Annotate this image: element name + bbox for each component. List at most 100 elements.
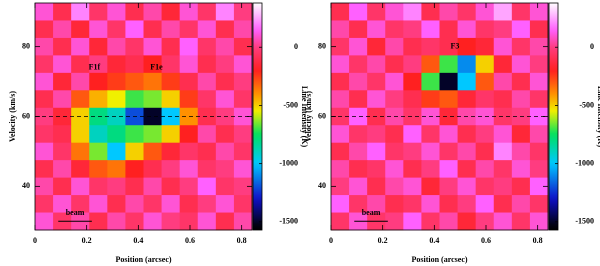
heatmap-cell	[403, 90, 421, 108]
heatmap-cell	[421, 178, 439, 196]
annotation: F3	[451, 41, 460, 50]
heatmap-cell	[440, 108, 458, 126]
heatmap-cell	[331, 143, 349, 161]
heatmap-cell	[107, 143, 125, 161]
heatmap-cell	[216, 3, 234, 21]
heatmap-cell	[180, 178, 198, 196]
heatmap-cell	[89, 125, 107, 143]
heatmap-cell	[53, 143, 71, 161]
heatmap-cell	[421, 143, 439, 161]
heatmap-cell	[458, 178, 476, 196]
heatmap-cell	[71, 143, 89, 161]
heatmap-cell	[71, 90, 89, 108]
heatmap-cell	[71, 55, 89, 73]
heatmap-cell	[512, 160, 530, 178]
heatmap-cell	[494, 55, 512, 73]
heatmap-cell	[440, 90, 458, 108]
heatmap-cell	[180, 195, 198, 213]
heatmap-cell	[71, 178, 89, 196]
y-axis-label: Velocity (km/s)	[304, 91, 313, 142]
heatmap-cell	[53, 160, 71, 178]
heatmap-cell	[198, 213, 216, 231]
heatmap-cell	[125, 90, 143, 108]
heatmap-cell	[234, 143, 252, 161]
heatmap-cell	[331, 125, 349, 143]
heatmap-cell	[71, 125, 89, 143]
heatmap-cell	[331, 3, 349, 21]
heatmap-cell	[494, 90, 512, 108]
heatmap-cell	[162, 178, 180, 196]
heatmap-cell	[385, 160, 403, 178]
x-tick-label: 0.6	[481, 236, 491, 245]
x-tick-label: 0	[33, 236, 37, 245]
heatmap-cell	[125, 195, 143, 213]
heatmap-cell	[385, 213, 403, 231]
heatmap-cell	[421, 195, 439, 213]
heatmap-cell	[530, 73, 548, 91]
x-tick-label: 0.8	[237, 236, 247, 245]
heatmap-cell	[440, 3, 458, 21]
heatmap-cell	[494, 125, 512, 143]
heatmap-cell	[494, 73, 512, 91]
heatmap-cell	[421, 38, 439, 56]
heatmap-cell	[35, 20, 53, 38]
heatmap-cell	[403, 178, 421, 196]
heatmap-cell	[331, 90, 349, 108]
heatmap-cell	[349, 3, 367, 21]
heatmap-cell	[530, 90, 548, 108]
heatmap-cell	[349, 108, 367, 126]
heatmap-cell	[125, 38, 143, 56]
heatmap-cell	[144, 73, 162, 91]
heatmap-cell	[53, 20, 71, 38]
heatmap-cell	[162, 73, 180, 91]
x-tick-label: 0.6	[185, 236, 195, 245]
heatmap-cell	[367, 55, 385, 73]
heatmap-cell	[403, 195, 421, 213]
heatmap-cell	[349, 90, 367, 108]
heatmap-cell	[216, 160, 234, 178]
heatmap-cell	[35, 195, 53, 213]
heatmap-cell	[107, 55, 125, 73]
heatmap-cell	[89, 160, 107, 178]
heatmap-cell	[89, 20, 107, 38]
heatmap-cell	[512, 90, 530, 108]
heatmap-cell	[198, 73, 216, 91]
heatmap-cell	[494, 160, 512, 178]
heatmap-cell	[125, 143, 143, 161]
heatmap-cell	[234, 213, 252, 231]
heatmap-cell	[162, 3, 180, 21]
heatmap-cell	[107, 73, 125, 91]
heatmap-cell	[216, 125, 234, 143]
heatmap-cell	[512, 195, 530, 213]
heatmap-cell	[421, 3, 439, 21]
heatmap-cell	[180, 125, 198, 143]
heatmap-cell	[53, 38, 71, 56]
y-tick-label: 80	[318, 41, 326, 50]
y-tick-label: 60	[22, 111, 30, 120]
heatmap-cell	[403, 3, 421, 21]
colorbar-tick-label: -1000	[575, 158, 594, 167]
heatmap-cell	[125, 3, 143, 21]
colorbar	[253, 3, 262, 230]
heatmap-cell	[421, 55, 439, 73]
heatmap-cell	[331, 195, 349, 213]
annotation: F1f	[89, 62, 101, 71]
x-tick-label: 0	[329, 236, 333, 245]
heatmap-cell	[440, 55, 458, 73]
heatmap-cell	[458, 195, 476, 213]
heatmap-cell	[494, 178, 512, 196]
heatmap-cell	[234, 195, 252, 213]
heatmap-cell	[234, 90, 252, 108]
heatmap-cell	[331, 55, 349, 73]
heatmap-cell	[180, 55, 198, 73]
heatmap-cell	[144, 213, 162, 231]
heatmap-cell	[476, 20, 494, 38]
heatmap-cell	[458, 160, 476, 178]
heatmap-cell	[125, 55, 143, 73]
heatmap-cell	[530, 160, 548, 178]
heatmap-cell	[198, 125, 216, 143]
heatmap-cell	[458, 213, 476, 231]
heatmap-cell	[494, 213, 512, 231]
heatmap-cell	[403, 38, 421, 56]
heatmap-cell	[180, 73, 198, 91]
